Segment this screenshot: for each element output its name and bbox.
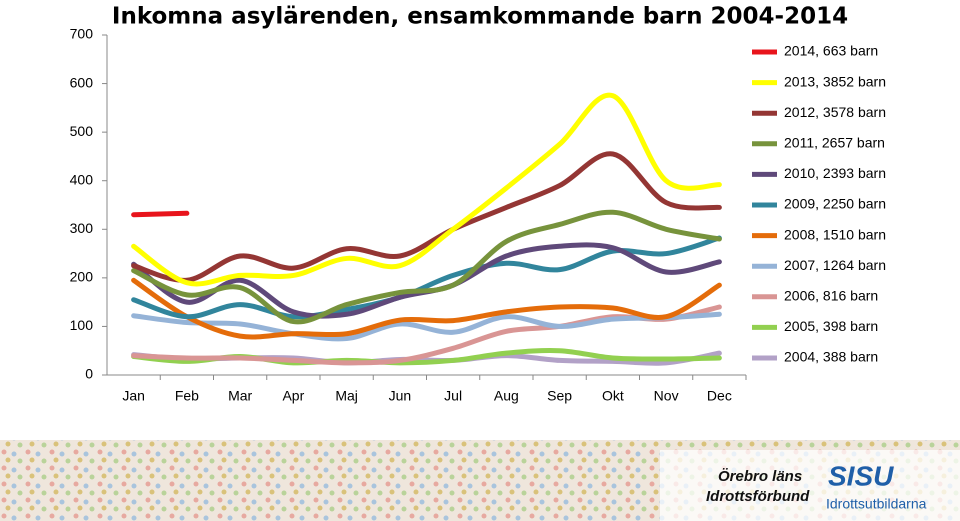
x-tick-label: Apr [282, 388, 304, 404]
legend-label: 2005, 398 barn [784, 318, 878, 334]
x-tick-label: Maj [335, 388, 358, 404]
x-tick-label: Dec [707, 388, 732, 404]
legend-label: 2011, 2657 barn [784, 135, 885, 151]
legend-label: 2009, 2250 barn [784, 196, 886, 212]
legend-label: 2010, 2393 barn [784, 165, 886, 181]
series-line [131, 151, 722, 283]
legend-label: 2008, 1510 barn [784, 226, 886, 242]
logo-area [660, 450, 960, 521]
y-tick-label: 400 [70, 171, 94, 187]
series-line [131, 92, 722, 287]
y-tick-label: 500 [70, 123, 94, 139]
series-line [131, 210, 190, 218]
x-tick-label: Aug [494, 388, 519, 404]
y-tick-label: 600 [70, 74, 94, 90]
legend-label: 2004, 388 barn [784, 349, 878, 365]
y-tick-label: 0 [85, 366, 93, 382]
org2-sub: Idrottsutbildarna [826, 496, 927, 512]
x-tick-label: Feb [175, 388, 199, 404]
legend-label: 2012, 3578 barn [784, 104, 886, 120]
legend-label: 2014, 663 barn [784, 43, 878, 59]
legend-label: 2013, 3852 barn [784, 73, 886, 89]
y-tick-label: 200 [70, 269, 94, 285]
x-tick-label: Nov [654, 388, 679, 404]
x-tick-label: Okt [602, 388, 624, 404]
legend-label: 2006, 816 barn [784, 288, 878, 304]
org1-line2: Idrottsförbund [706, 488, 810, 505]
series-line [131, 304, 722, 366]
series-line [131, 209, 722, 325]
y-tick-label: 100 [70, 317, 94, 333]
x-tick-label: Jun [389, 388, 412, 404]
x-tick-label: Jan [122, 388, 145, 404]
series-line [131, 277, 722, 340]
chart-title: Inkomna asylärenden, ensamkommande barn … [112, 4, 848, 30]
y-tick-label: 300 [70, 220, 94, 236]
series-line [131, 311, 722, 342]
org1-line1: Örebro läns [718, 468, 802, 485]
org2-name: SISU [828, 460, 894, 491]
x-tick-label: Mar [228, 388, 252, 404]
x-tick-label: Sep [547, 388, 572, 404]
series-line [131, 242, 722, 319]
x-tick-label: Jul [444, 388, 462, 404]
y-tick-label: 700 [70, 26, 94, 42]
legend-label: 2007, 1264 barn [784, 257, 886, 273]
